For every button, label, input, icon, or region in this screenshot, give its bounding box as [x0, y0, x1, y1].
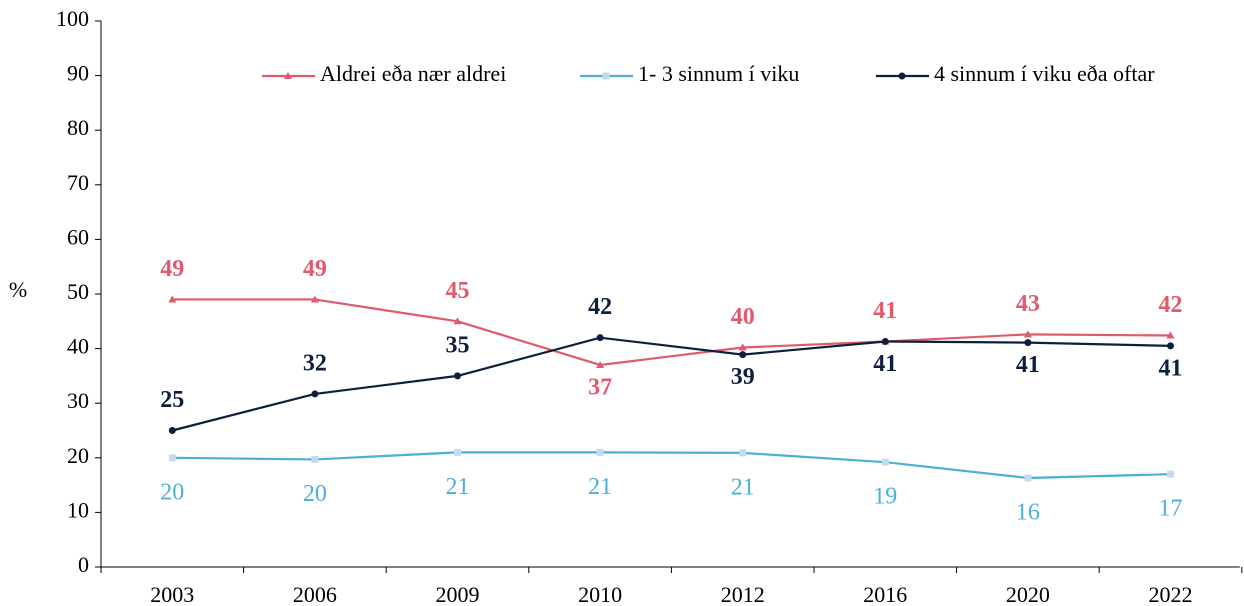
marker — [596, 448, 604, 456]
x-tick-label: 2022 — [1149, 582, 1193, 606]
marker — [168, 295, 177, 303]
y-axis-label: % — [9, 277, 27, 302]
marker — [168, 427, 176, 434]
y-tick-label: 40 — [67, 334, 89, 359]
data-label: 45 — [446, 278, 470, 304]
marker — [1024, 339, 1032, 347]
data-label: 43 — [1016, 291, 1040, 317]
data-label: 21 — [731, 474, 755, 500]
data-label: 20 — [160, 479, 184, 505]
y-tick-label: 100 — [56, 6, 89, 31]
y-tick-label: 50 — [67, 279, 89, 304]
marker — [739, 351, 747, 359]
data-label: 40 — [731, 304, 755, 330]
y-tick-label: 0 — [78, 552, 89, 577]
data-label: 41 — [1016, 352, 1040, 378]
marker — [1167, 342, 1174, 350]
marker — [596, 334, 604, 342]
x-tick-label: 2016 — [863, 582, 907, 606]
y-tick-label: 20 — [67, 443, 89, 468]
x-tick-label: 2006 — [293, 582, 337, 606]
y-tick-label: 90 — [67, 61, 89, 86]
marker — [881, 458, 889, 466]
data-label: 19 — [873, 484, 897, 510]
data-label: 37 — [588, 374, 612, 400]
data-label: 16 — [1016, 500, 1040, 526]
x-tick-label: 2009 — [436, 582, 480, 606]
data-label: 41 — [873, 351, 897, 377]
x-tick-label: 2020 — [1006, 582, 1050, 606]
data-label: 35 — [446, 332, 470, 358]
data-label: 49 — [303, 256, 327, 282]
marker — [454, 448, 461, 456]
y-tick-label: 80 — [67, 115, 89, 140]
legend-label: 4 sinnum í viku eða oftar — [934, 61, 1155, 86]
y-tick-label: 30 — [67, 388, 89, 413]
data-label: 49 — [160, 256, 184, 282]
marker — [739, 449, 747, 457]
marker — [1167, 470, 1174, 478]
legend-label: 1- 3 sinnum í viku — [638, 61, 799, 86]
x-tick-label: 2010 — [578, 582, 622, 606]
marker — [881, 338, 889, 346]
x-tick-label: 2012 — [721, 582, 765, 606]
y-tick-label: 60 — [67, 224, 89, 249]
legend-label: Aldrei eða nær aldrei — [320, 61, 506, 86]
data-label: 21 — [446, 474, 470, 500]
marker — [453, 317, 462, 325]
marker — [310, 295, 319, 303]
line — [172, 336, 1171, 432]
marker — [898, 72, 906, 80]
marker — [311, 390, 319, 398]
marker — [311, 455, 319, 463]
data-label: 42 — [588, 294, 612, 320]
data-label: 21 — [588, 474, 612, 500]
marker — [1024, 474, 1032, 482]
marker — [738, 343, 747, 351]
marker — [284, 72, 292, 79]
marker — [602, 72, 610, 80]
marker — [454, 372, 461, 380]
data-label: 17 — [1159, 496, 1183, 522]
x-tick-label: 2003 — [150, 582, 194, 606]
data-label: 41 — [1159, 355, 1183, 381]
marker — [1023, 330, 1032, 338]
y-tick-label: 70 — [67, 170, 89, 195]
data-label: 42 — [1159, 292, 1183, 318]
marker — [596, 360, 605, 368]
data-label: 39 — [731, 364, 755, 390]
line — [172, 451, 1171, 480]
data-label: 20 — [303, 481, 327, 507]
data-label: 32 — [303, 350, 327, 376]
data-label: 41 — [873, 298, 897, 324]
data-label: 25 — [160, 387, 184, 413]
marker — [168, 454, 176, 462]
marker — [1166, 331, 1175, 339]
line — [172, 298, 1171, 367]
y-tick-label: 10 — [67, 497, 89, 522]
